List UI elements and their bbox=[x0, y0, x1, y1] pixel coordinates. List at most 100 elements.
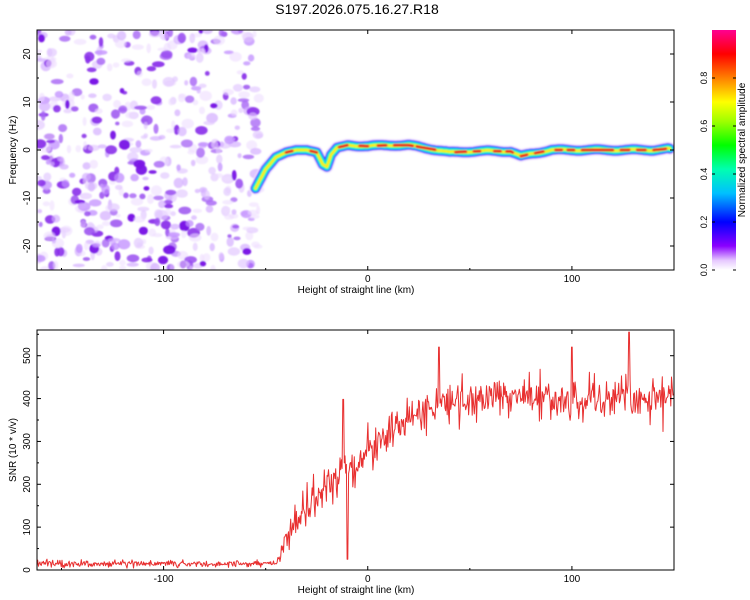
noise-blob bbox=[84, 211, 91, 217]
noise-blob bbox=[82, 257, 91, 261]
noise-blob bbox=[98, 37, 104, 47]
noise-blob bbox=[233, 236, 241, 241]
noise-blob bbox=[106, 262, 114, 267]
noise-blob bbox=[168, 98, 174, 106]
noise-blob bbox=[230, 30, 244, 35]
snr-y-tick-label: 100 bbox=[22, 518, 33, 535]
ridge-peak-segment bbox=[454, 150, 467, 154]
noise-blob bbox=[101, 265, 108, 270]
noise-blob bbox=[177, 126, 187, 137]
noise-blob bbox=[148, 30, 162, 38]
noise-blob bbox=[51, 214, 61, 223]
noise-blob bbox=[110, 242, 120, 251]
noise-blob bbox=[109, 219, 123, 228]
noise-blob bbox=[64, 30, 72, 36]
spectrogram-x-tick-label: -100 bbox=[154, 274, 174, 285]
noise-blob bbox=[96, 224, 104, 230]
snr-x-tick-label: -100 bbox=[154, 574, 174, 585]
noise-blob bbox=[153, 195, 164, 201]
noise-blob bbox=[199, 90, 212, 101]
noise-blob bbox=[227, 234, 232, 238]
ridge-peak-segment bbox=[415, 145, 437, 151]
noise-blob bbox=[146, 43, 151, 54]
noise-blob bbox=[150, 185, 162, 196]
noise-blob bbox=[45, 59, 57, 69]
noise-blob bbox=[255, 133, 263, 139]
noise-blob bbox=[168, 30, 173, 38]
snr-series-line bbox=[37, 331, 674, 569]
noise-blob bbox=[133, 237, 144, 248]
noise-blob bbox=[123, 192, 129, 199]
noise-blob bbox=[218, 30, 225, 37]
noise-blob bbox=[52, 260, 59, 270]
noise-blob bbox=[198, 30, 203, 34]
noise-blob bbox=[210, 264, 216, 270]
noise-blob bbox=[72, 263, 85, 268]
noise-blob bbox=[121, 120, 134, 128]
noise-blob bbox=[133, 159, 146, 168]
snr-y-tick-label: 300 bbox=[22, 433, 33, 450]
noise-blob bbox=[49, 200, 55, 211]
noise-blob bbox=[149, 136, 163, 141]
noise-blob bbox=[171, 193, 177, 201]
noise-blob bbox=[195, 155, 209, 165]
noise-blob bbox=[176, 164, 181, 171]
noise-blob bbox=[222, 177, 234, 181]
noise-blob bbox=[132, 30, 141, 40]
noise-blob bbox=[217, 162, 223, 172]
noise-blob bbox=[69, 172, 76, 178]
noise-blob bbox=[72, 187, 82, 196]
ridge-peak-segment bbox=[505, 150, 514, 154]
noise-blob bbox=[190, 159, 196, 167]
noise-blob bbox=[40, 110, 46, 121]
noise-blob bbox=[215, 145, 222, 154]
noise-blob bbox=[147, 194, 154, 205]
noise-blob bbox=[150, 96, 162, 105]
noise-blob bbox=[126, 262, 139, 267]
noise-blob bbox=[59, 35, 71, 42]
noise-blob bbox=[180, 139, 193, 148]
noise-blob bbox=[242, 248, 252, 255]
noise-blob bbox=[153, 160, 165, 168]
noise-blob bbox=[114, 39, 127, 49]
noise-blob bbox=[250, 126, 261, 131]
noise-blob bbox=[199, 106, 205, 115]
noise-blob bbox=[174, 109, 181, 117]
snr-y-tick-label: 400 bbox=[22, 390, 33, 407]
noise-blob bbox=[86, 67, 97, 73]
noise-blob bbox=[115, 213, 121, 218]
noise-blob bbox=[82, 117, 87, 126]
noise-blob bbox=[222, 88, 234, 96]
noise-blob bbox=[39, 92, 45, 102]
noise-blob bbox=[163, 245, 176, 255]
noise-blob bbox=[250, 148, 262, 155]
noise-blob bbox=[49, 161, 55, 167]
snr-x-tick-label: 0 bbox=[365, 574, 371, 585]
noise-blob bbox=[199, 254, 205, 262]
noise-blob bbox=[115, 121, 120, 126]
noise-blob bbox=[101, 184, 110, 195]
noise-blob bbox=[43, 172, 52, 182]
spectrogram-y-ticks: -20 -10 0 10 20 bbox=[22, 29, 674, 271]
noise-blob bbox=[53, 105, 61, 113]
noise-blob bbox=[210, 103, 218, 109]
noise-blob bbox=[58, 133, 63, 144]
noise-blob bbox=[224, 135, 235, 145]
ridge-peak-segment bbox=[520, 153, 528, 158]
noise-blob bbox=[89, 34, 97, 40]
noise-blob bbox=[176, 189, 188, 198]
noise-blob bbox=[75, 243, 83, 254]
noise-blob bbox=[242, 154, 255, 160]
noise-blob bbox=[214, 173, 224, 178]
noise-blob bbox=[37, 58, 46, 62]
noise-blob bbox=[227, 247, 241, 256]
noise-blob bbox=[99, 210, 111, 221]
noise-blob bbox=[57, 156, 64, 162]
ridge-peak-segment bbox=[393, 144, 414, 147]
noise-blob bbox=[238, 107, 244, 113]
noise-blob bbox=[148, 170, 157, 174]
noise-blob bbox=[177, 260, 190, 269]
noise-blob bbox=[153, 123, 159, 134]
noise-blob bbox=[236, 70, 244, 75]
noise-blob bbox=[195, 52, 204, 63]
